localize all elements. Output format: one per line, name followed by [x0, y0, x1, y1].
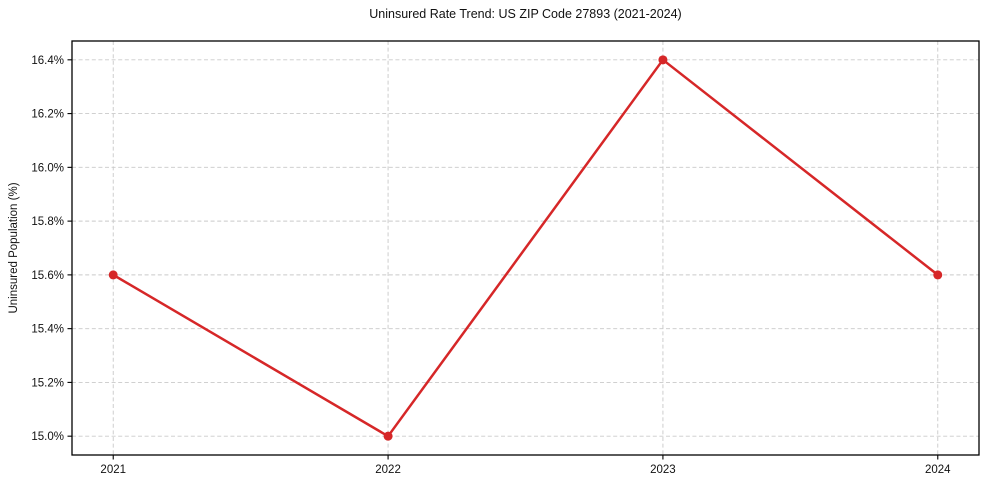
x-tick-label: 2023 [650, 464, 676, 476]
data-point-marker [658, 55, 668, 65]
x-tick-label: 2024 [925, 464, 951, 476]
y-tick-label: 15.8% [31, 216, 64, 228]
data-point-marker [108, 270, 118, 280]
data-point-marker [933, 270, 943, 280]
y-tick-label: 15.2% [31, 377, 64, 389]
x-tick-label: 2021 [100, 464, 126, 476]
data-point-marker [383, 431, 393, 441]
plot-border [71, 40, 980, 456]
y-tick-label: 15.0% [31, 431, 64, 443]
y-tick-label: 15.6% [31, 270, 64, 282]
chart-title: Uninsured Rate Trend: US ZIP Code 27893 … [369, 7, 682, 21]
y-tick-label: 16.0% [31, 162, 64, 174]
trend-line [111, 58, 940, 438]
y-tick-label: 16.2% [31, 109, 64, 121]
y-tick-label: 15.4% [31, 324, 64, 336]
x-tick-label: 2022 [375, 464, 401, 476]
y-tick-label: 16.4% [31, 55, 64, 67]
